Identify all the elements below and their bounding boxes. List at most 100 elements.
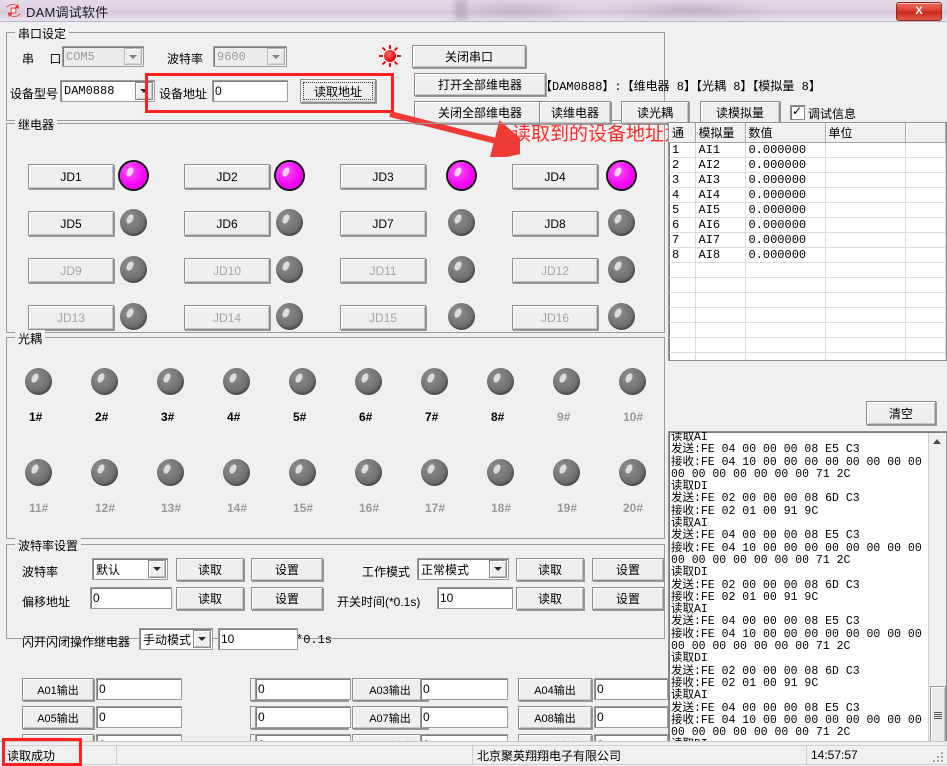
analog-table-cell-2-1: AI3 [695,172,746,188]
analog-output-button-5[interactable]: A05输出 [22,706,94,729]
relay-led-jd10 [276,256,303,283]
port-label: 串 口 [22,52,68,66]
relay-button-jd7[interactable]: JD7 [340,211,426,236]
analog-output-button-3[interactable]: A03输出 [352,678,428,701]
chevron-down-icon[interactable] [193,630,211,648]
baudrate-read-button[interactable]: 读取 [176,558,244,581]
analog-table-cell-empty [905,292,946,308]
analog-table-row[interactable]: 6 AI6 0.000000 [669,217,946,233]
chevron-down-icon[interactable] [135,82,153,100]
analog-output-input-1[interactable]: 0 [96,678,182,700]
analog-output-input-5[interactable]: 0 [96,706,182,728]
analog-output-input-8[interactable]: 0 [594,706,668,728]
analog-table-cell-4-3 [825,202,906,218]
debug-log-scrollbar[interactable] [928,433,946,756]
work-mode-read-button[interactable]: 读取 [516,558,584,581]
analog-table-row[interactable]: 3 AI3 0.000000 [669,172,946,188]
analog-table-row[interactable]: 7 AI7 0.000000 [669,232,946,248]
offset-address-input[interactable]: 0 [90,587,172,609]
analog-output-button-1[interactable]: A01输出 [22,678,94,701]
analog-output-input-3[interactable]: 0 [420,678,508,700]
chevron-down-icon[interactable] [267,48,285,65]
analog-output-button-7[interactable]: A07输出 [352,706,428,729]
analog-table-header-0[interactable]: 通 [669,123,696,143]
flash-mode-combo[interactable]: 手动模式 [139,628,213,650]
switch-time-input[interactable]: 10 [437,587,513,609]
chevron-down-icon[interactable] [148,560,166,578]
relay-button-jd8[interactable]: JD8 [512,211,598,236]
close-icon[interactable]: X [896,2,942,21]
analog-output-button-4[interactable]: A04输出 [518,678,592,701]
analog-table-header-4[interactable] [905,123,946,143]
opto-led-14 [223,459,250,486]
analog-table-cell-0-0: 1 [669,142,696,158]
analog-table-row-empty [669,307,946,323]
opto-label-6: 6# [359,410,373,424]
resize-grip-icon[interactable] [931,750,945,764]
analog-table-cell-6-0: 7 [669,232,696,248]
analog-output-input-7[interactable]: 0 [420,706,508,728]
chevron-down-icon[interactable] [489,560,507,578]
scrollbar-thumb[interactable] [930,686,946,743]
debug-log-panel[interactable]: 读取AI 发送:FE 04 00 00 00 08 E5 C3 接收:FE 04… [668,431,947,758]
debug-info-checkbox[interactable]: ✓ [790,105,805,120]
baudrate-combo[interactable]: 默认 [92,558,168,580]
analog-table-row[interactable]: 8 AI8 0.000000 [669,247,946,263]
scroll-up-icon[interactable] [929,433,945,449]
analog-table-row[interactable]: 5 AI5 0.000000 [669,202,946,218]
analog-table-cell-6-4 [905,232,946,248]
title-bar: DAM调试软件 X [0,0,947,21]
analog-output-input-2[interactable]: 0 [255,678,351,700]
relay-button-jd3[interactable]: JD3 [340,164,426,189]
device-address-input[interactable]: 0 [212,80,288,102]
analog-value-table[interactable]: 通模拟量 数值 单位 1 AI1 0.000000 2 AI2 0.000000 3 AI3 0.0… [668,122,947,361]
relay-button-jd5[interactable]: JD5 [28,211,114,236]
analog-output-input-6[interactable]: 0 [255,706,351,728]
opto-led-3 [157,368,184,395]
device-model-combo[interactable]: DAM0888 [60,80,155,102]
analog-table-header-2[interactable]: 数值 [745,123,826,143]
baudrate-set-button[interactable]: 设置 [251,558,323,581]
offset-set-button[interactable]: 设置 [251,587,323,610]
analog-table-cell-6-2: 0.000000 [745,232,826,248]
analog-table-row[interactable]: 2 AI2 0.000000 [669,157,946,173]
relay-button-jd16: JD16 [512,305,598,330]
analog-output-button-8[interactable]: A08输出 [518,706,592,729]
clear-log-button[interactable]: 清空 [866,401,936,425]
work-mode-set-button[interactable]: 设置 [592,558,664,581]
analog-table-header-3[interactable]: 单位 [825,123,906,143]
switch-time-read-button[interactable]: 读取 [516,587,584,610]
flash-time-unit: *0.1s [296,633,333,647]
analog-table-cell-2-4 [905,172,946,188]
opto-led-6 [355,368,382,395]
opto-led-16 [355,459,382,486]
read-analog-button[interactable]: 读模拟量 [700,101,780,124]
offset-read-button[interactable]: 读取 [176,587,244,610]
port-combo[interactable]: COM5 [62,46,144,67]
analog-table-cell-empty [669,322,696,338]
work-mode-combo[interactable]: 正常模式 [417,558,509,580]
serial-settings-group: 串口设定 [6,25,665,121]
relay-led-jd3 [448,162,475,189]
relay-button-jd1[interactable]: JD1 [28,164,114,189]
relay-button-jd2[interactable]: JD2 [184,164,270,189]
opto-led-2 [91,368,118,395]
analog-table-row[interactable]: 1 AI1 0.000000 [669,142,946,158]
relay-button-jd13: JD13 [28,305,114,330]
relay-button-jd4[interactable]: JD4 [512,164,598,189]
close-port-button[interactable]: 关闭串口 [412,45,526,68]
analog-table-row[interactable]: 4 AI4 0.000000 [669,187,946,203]
open-all-relay-button[interactable]: 打开全部维电器 [414,73,546,96]
analog-output-input-4[interactable]: 0 [594,678,668,700]
analog-table-header-1[interactable]: 模拟量 [695,123,746,143]
chevron-down-icon[interactable] [124,48,142,65]
opto-led-13 [157,459,184,486]
opto-label-4: 4# [227,410,241,424]
baud-combo[interactable]: 9600 [213,46,287,67]
relay-button-jd6[interactable]: JD6 [184,211,270,236]
opto-label-18: 18# [491,501,512,515]
switch-time-set-button[interactable]: 设置 [592,587,664,610]
flash-time-input[interactable]: 10 [218,628,298,650]
read-address-button[interactable]: 读取地址 [300,79,376,103]
analog-table-row-empty [669,262,946,278]
